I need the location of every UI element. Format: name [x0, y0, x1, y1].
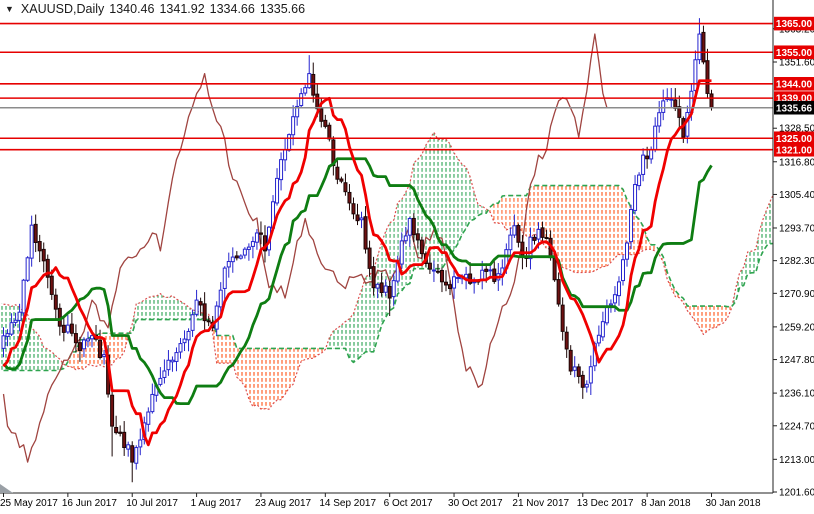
price-tick-label: 1213.00	[779, 455, 814, 466]
price-tick-label: 1305.40	[779, 190, 814, 201]
date-tick-label: 10 Jul 2017	[126, 498, 178, 509]
date-tick-label: 13 Dec 2017	[577, 498, 634, 509]
axes-layer	[0, 0, 774, 494]
ohlc-high-value: 1341.92	[159, 2, 205, 16]
date-tick-label: 14 Sep 2017	[319, 498, 376, 509]
date-tick-label: 6 Oct 2017	[384, 498, 433, 509]
date-tick-label: 30 Oct 2017	[448, 498, 503, 509]
level-price-badge-1325.00[interactable]: 1325.00	[774, 131, 814, 146]
chikou-span-line	[2, 33, 608, 463]
senkou-span-b-line	[3, 184, 773, 372]
chart-corner-marker[interactable]	[0, 484, 13, 493]
price-tick-label: 1236.10	[779, 389, 814, 400]
price-tick-label: 1293.70	[779, 223, 814, 234]
price-tick-label: 1282.30	[779, 256, 814, 267]
svg-text:1339.00: 1339.00	[776, 94, 813, 105]
price-tick-label: 1247.80	[779, 355, 814, 366]
price-axis[interactable]: 1363.201351.601328.501316.801305.401293.…	[773, 24, 814, 498]
level-lines-layer[interactable]	[0, 22, 773, 151]
dropdown-triangle-icon[interactable]: ▼	[5, 4, 14, 14]
senkou-span-a-line	[3, 131, 773, 410]
price-tick-label: 1224.70	[779, 421, 814, 432]
price-tick-label: 1316.80	[779, 157, 814, 168]
price-tick-label: 1270.90	[779, 289, 814, 300]
svg-text:1365.00: 1365.00	[776, 19, 813, 30]
level-price-badge-1365.00[interactable]: 1365.00	[774, 16, 814, 31]
current-price-badge[interactable]: 1335.66	[774, 100, 814, 115]
tenkan-sen-line	[2, 79, 712, 447]
date-tick-label: 16 Jun 2017	[62, 498, 117, 509]
symbol-period-label: XAUUSD,Daily	[20, 2, 105, 16]
svg-text:1355.00: 1355.00	[776, 48, 813, 59]
date-tick-label: 8 Jan 2018	[641, 498, 691, 509]
chart-header: ▼ XAUUSD,Daily 1340.46 1341.92 1334.66 1…	[5, 2, 305, 16]
date-tick-label: 23 Aug 2017	[255, 498, 312, 509]
kijun-sen-line	[2, 157, 713, 406]
ohlc-open-value: 1340.46	[109, 2, 155, 16]
ichimoku-cloud-layer	[0, 132, 773, 410]
level-price-badge-1355.00[interactable]: 1355.00	[774, 45, 814, 60]
svg-text:1335.66: 1335.66	[776, 103, 813, 114]
date-axis[interactable]: 25 May 2017 16 Jun 2017 10 Jul 2017 1 Aug 2…	[0, 493, 761, 509]
date-tick-label: 1 Aug 2017	[191, 498, 242, 509]
ohlc-low-value: 1334.66	[209, 2, 255, 16]
svg-text:1344.00: 1344.00	[776, 79, 813, 90]
price-tick-label: 1328.50	[779, 124, 814, 135]
date-tick-label: 25 May 2017	[0, 498, 58, 509]
svg-text:1321.00: 1321.00	[776, 145, 813, 156]
price-tick-label: 1201.60	[779, 487, 814, 498]
date-tick-label: 21 Nov 2017	[512, 498, 569, 509]
price-tick-label: 1259.20	[779, 322, 814, 333]
level-price-badge-1321.00[interactable]: 1321.00	[774, 142, 814, 157]
date-tick-label: 30 Jan 2018	[705, 498, 760, 509]
level-price-badge-1344.00[interactable]: 1344.00	[774, 76, 814, 91]
ohlc-close-value: 1335.66	[259, 2, 306, 16]
svg-text:1325.00: 1325.00	[776, 134, 813, 145]
price-tick-label: 1351.60	[779, 58, 814, 69]
